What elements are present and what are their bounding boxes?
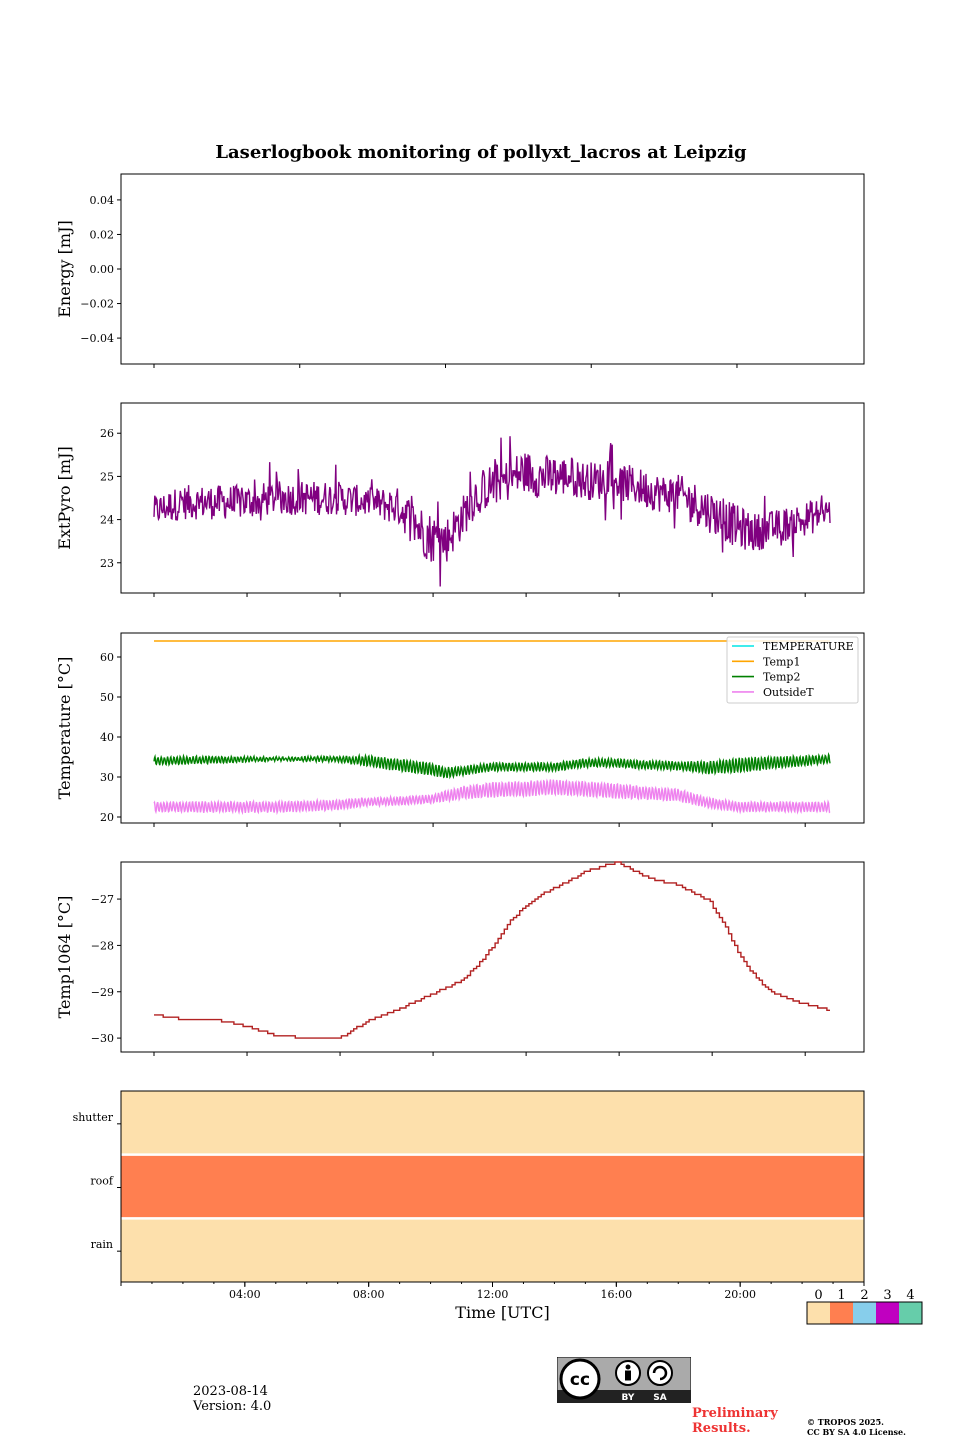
date-label: 2023-08-14: [193, 1384, 268, 1399]
colorbar-swatch: [853, 1302, 876, 1324]
series-line-outsidet: [153, 778, 831, 816]
y-tick-label-extpyro: 23: [100, 557, 114, 570]
y-tick-label-temp1064: −27: [91, 893, 114, 906]
legend-label-outsidet: OutsideT: [763, 686, 814, 699]
y-tick-label-energy: −0.02: [80, 298, 114, 311]
x-tick-label: 16:00: [600, 1288, 632, 1301]
y-tick-label-energy: 0.04: [90, 194, 115, 207]
y-tick-label-temp1064: −30: [91, 1032, 114, 1045]
axes-frame-temperature: [120, 632, 865, 824]
cc-logo-text: cc: [570, 1370, 590, 1390]
y-tick-label-temp1064: −28: [91, 939, 114, 952]
y-axis-label-extpyro: ExtPyro [mJ]: [55, 446, 74, 549]
heatmap-row-rain: [121, 1218, 864, 1282]
y-axis-label-energy: Energy [mJ]: [55, 220, 74, 318]
y-tick-label-extpyro: 24: [100, 514, 114, 527]
axes-frame-extpyro: [120, 402, 865, 594]
row-label-rain: rain: [91, 1238, 113, 1251]
y-tick-label-energy: −0.04: [80, 332, 114, 345]
colorbar-swatch: [876, 1302, 899, 1324]
x-tick-label: 20:00: [724, 1288, 756, 1301]
axes-frame-energy: [120, 173, 865, 365]
heatmap-row-shutter: [121, 1091, 864, 1155]
legend-label-temp1: Temp1: [763, 655, 800, 668]
row-label-roof: roof: [90, 1175, 114, 1188]
cc-by-sa-badge: cc BY SA: [556, 1356, 692, 1404]
series-line-temp2: [153, 751, 831, 780]
legend-label-temperature: TEMPERATURE: [763, 640, 854, 653]
preliminary-label-2: Results.: [692, 1421, 751, 1436]
copyright-line-1: © TROPOS 2025.: [807, 1417, 884, 1427]
y-axis-label-temp1064: Temp1064 [°C]: [55, 896, 74, 1019]
by-label: BY: [622, 1393, 635, 1403]
preliminary-label-1: Preliminary: [692, 1406, 778, 1421]
y-tick-label-temperature: 20: [100, 811, 114, 824]
y-tick-label-temp1064: −29: [91, 986, 114, 999]
figure-title: Laserlogbook monitoring of pollyxt_lacro…: [215, 142, 747, 163]
y-tick-label-energy: 0.02: [90, 228, 115, 241]
y-tick-label-energy: 0.00: [90, 263, 115, 276]
legend-box: [726, 636, 859, 704]
colorbar-swatch: [807, 1302, 830, 1324]
y-tick-label-extpyro: 26: [100, 427, 114, 440]
colorbar-tick-label: 2: [860, 1288, 868, 1303]
colorbar-frame: [806, 1301, 923, 1325]
y-tick-label-temperature: 60: [100, 651, 114, 664]
x-tick-label: 04:00: [229, 1288, 261, 1301]
y-tick-label-temperature: 50: [100, 691, 114, 704]
heatmap-row-roof: [121, 1154, 864, 1219]
colorbar-tick-label: 0: [814, 1288, 822, 1303]
colorbar-tick-label: 1: [837, 1288, 845, 1303]
y-tick-label-temperature: 40: [100, 731, 114, 744]
row-label-shutter: shutter: [73, 1111, 114, 1124]
y-tick-label-temperature: 30: [100, 771, 114, 784]
colorbar-swatch: [830, 1302, 853, 1324]
copyright-line-2: CC BY SA 4.0 License.: [807, 1427, 906, 1437]
x-tick-label: 12:00: [477, 1288, 509, 1301]
y-axis-label-temperature: Temperature [°C]: [55, 657, 74, 800]
series-line-extpyro: [153, 436, 831, 587]
colorbar-tick-label: 3: [883, 1288, 891, 1303]
legend-label-temp2: Temp2: [763, 671, 800, 684]
axes-frame-temp1064: [120, 861, 865, 1053]
version-label: Version: 4.0: [193, 1399, 272, 1414]
sa-icon: [647, 1360, 673, 1386]
colorbar-tick-label: 4: [906, 1288, 914, 1303]
y-tick-label-extpyro: 25: [100, 470, 114, 483]
series-line-temp1064: [154, 861, 830, 1039]
sa-label: SA: [653, 1393, 666, 1403]
colorbar-swatch: [899, 1302, 922, 1324]
x-tick-label: 08:00: [353, 1288, 385, 1301]
x-axis-label: Time [UTC]: [455, 1303, 549, 1322]
